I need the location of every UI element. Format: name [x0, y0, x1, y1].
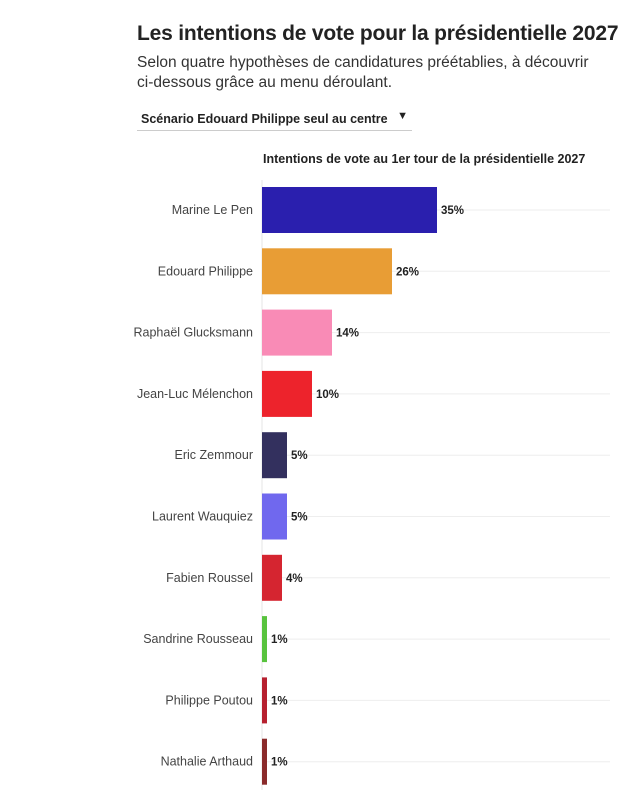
data-label: 5%	[291, 512, 308, 524]
page-subtitle: Selon quatre hypothèses de candidatures …	[137, 54, 589, 91]
bar	[262, 248, 392, 295]
data-label: 26%	[396, 266, 419, 278]
category-label: Sandrine Rousseau	[143, 632, 253, 646]
bar	[262, 370, 312, 417]
data-label: 10%	[316, 389, 339, 401]
category-label: Philippe Poutou	[165, 693, 253, 707]
bar	[262, 493, 287, 540]
bar	[262, 554, 282, 601]
data-label: 1%	[271, 757, 288, 769]
category-label: Jean-Luc Mélenchon	[137, 387, 253, 401]
bar	[262, 616, 267, 663]
category-label: Marine Le Pen	[172, 203, 253, 217]
caret-down-icon: ▼	[397, 110, 408, 122]
data-label: 14%	[336, 328, 359, 340]
data-label: 4%	[286, 573, 303, 585]
bar	[262, 432, 287, 479]
data-label: 35%	[441, 205, 464, 217]
data-label: 1%	[271, 695, 288, 707]
bar	[262, 677, 267, 724]
bar	[262, 738, 267, 785]
category-label: Fabien Roussel	[166, 571, 253, 585]
category-label: Nathalie Arthaud	[161, 755, 253, 769]
scenario-dropdown-value: Scénario Edouard Philippe seul au centre	[141, 112, 388, 126]
page-title: Les intentions de vote pour la président…	[137, 22, 619, 45]
category-label: Eric Zemmour	[175, 448, 253, 462]
bar	[262, 309, 332, 356]
category-label: Raphaël Glucksmann	[133, 326, 253, 340]
data-label: 1%	[271, 634, 288, 646]
chart-title: Intentions de vote au 1er tour de la pré…	[263, 152, 586, 166]
category-label: Laurent Wauquiez	[152, 510, 253, 524]
scenario-dropdown[interactable]: Scénario Edouard Philippe seul au centre…	[137, 108, 412, 131]
category-label: Edouard Philippe	[158, 264, 253, 278]
data-label: 5%	[291, 450, 308, 462]
bar	[262, 187, 437, 233]
